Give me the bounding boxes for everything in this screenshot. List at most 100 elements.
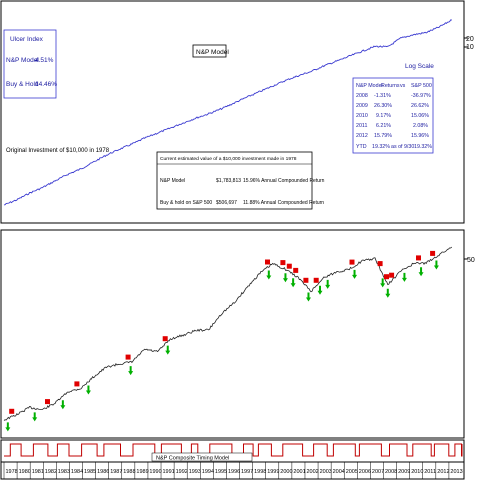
ulcer-title: Ulcer Index	[10, 36, 44, 43]
x-tick-label: 1986	[97, 469, 109, 475]
sell-signal-marker	[45, 399, 50, 405]
sell-signal-marker	[9, 408, 15, 414]
timing-label: N&P Composite Timing Model	[156, 456, 229, 462]
returns-year: 2009	[356, 103, 368, 109]
model-equity-line	[3, 19, 452, 206]
returns-sp: 15.96%	[411, 133, 429, 139]
x-tick-label: 2000	[280, 469, 292, 475]
bottom-panel-frame	[0, 229, 465, 439]
sell-signal-marker	[293, 267, 299, 273]
value-table: Current estimated value of a $10,000 inv…	[156, 151, 325, 210]
sell-signal-marker	[313, 277, 319, 283]
buy-signal-marker	[352, 269, 358, 279]
x-tick-label: 1985	[84, 469, 96, 475]
value-table-title: Current estimated value of a $10,000 inv…	[160, 156, 297, 162]
x-tick-label: 1980	[19, 469, 31, 475]
x-tick-label: 1994	[202, 469, 214, 475]
returns-model: 15.79%	[374, 133, 392, 139]
value-cagr: 11.88% Annual Compounded Return	[243, 200, 324, 206]
x-tick-label: 1990	[149, 469, 161, 475]
x-tick-label: 2005	[346, 469, 358, 475]
x-tick-label: 2001	[293, 469, 305, 475]
ulcer-index-box: Ulcer Index N&P Model 4.51% Buy & Hold 1…	[3, 29, 57, 99]
returns-year: YTD	[356, 144, 367, 150]
x-tick-label: 2003	[320, 469, 332, 475]
returns-table: N&P Model Returns vs S&P 500 2008 -1.31%…	[352, 77, 434, 154]
sell-signal-marker	[162, 336, 168, 342]
x-tick-label: 1993	[189, 469, 201, 475]
x-tick-label: 1988	[123, 469, 135, 475]
ulcer-bh-value: 14.46%	[35, 81, 57, 88]
x-tick-label: 2009	[398, 469, 410, 475]
buy-signal-marker	[380, 278, 386, 288]
buy-signal-marker	[385, 288, 391, 298]
sell-signal-marker	[349, 259, 355, 265]
x-tick-label: 1984	[71, 469, 83, 475]
x-tick-label: 1983	[58, 469, 70, 475]
returns-row: 2009 26.30% 26.62%	[356, 103, 429, 109]
x-tick-label: 2007	[372, 469, 384, 475]
x-tick-label: 2002	[307, 469, 319, 475]
returns-sp: 15.06%	[411, 113, 429, 119]
value-cagr: 15.96% Annual Compounded Return	[243, 178, 325, 184]
buy-signal-marker	[266, 270, 272, 280]
sell-signal-marker	[303, 277, 309, 283]
x-tick-label: 1997	[241, 469, 253, 475]
x-tick-label: 1999	[267, 469, 279, 475]
buy-signal-marker	[305, 292, 311, 302]
returns-row: 2008 -1.31% -36.97%	[356, 93, 431, 99]
x-tick-label: 1978	[6, 469, 18, 475]
value-row: N&P Model $1,783,813 15.96% Annual Compo…	[160, 178, 325, 184]
x-tick-label: 2008	[385, 469, 397, 475]
value-amount: $1,783,813	[216, 178, 241, 184]
sell-signal-marker	[286, 263, 292, 269]
x-axis-frame	[0, 461, 465, 480]
value-row: Buy & hold on S&P 500 $506,697 11.88% An…	[160, 200, 324, 206]
returns-year: 2008	[356, 93, 368, 99]
value-amount: $506,697	[216, 200, 237, 206]
sell-signal-marker	[125, 354, 131, 360]
returns-note: as of 9/30	[391, 144, 414, 150]
returns-year: 2012	[356, 133, 368, 139]
ulcer-model-value: 4.51%	[35, 57, 54, 64]
returns-row: 2010 9.17% 15.06%	[356, 113, 429, 119]
sell-signal-marker	[74, 381, 80, 387]
chart-title-box: N&P Model	[192, 44, 229, 58]
x-tick-label: 1992	[176, 469, 188, 475]
top-y-tick-10: 10	[466, 44, 474, 51]
ulcer-bh-label: Buy & Hold	[6, 81, 39, 88]
returns-header-vs: vs	[400, 83, 406, 89]
log-scale-label: Log Scale	[405, 63, 434, 70]
x-tick-label: 2004	[333, 469, 345, 475]
returns-header-sp: S&P 500	[411, 83, 432, 89]
buy-signal-marker	[401, 272, 407, 282]
returns-year: 2011	[356, 123, 367, 129]
sell-signal-marker	[377, 261, 383, 267]
buy-signal-marker	[128, 366, 134, 376]
returns-year: 2010	[356, 113, 368, 119]
buy-signal-marker	[165, 345, 171, 355]
sell-signal-marker	[280, 260, 286, 266]
buy-signal-marker	[32, 412, 38, 422]
x-axis: 1978 1980 1981 1982 1983 1984 1985 1986 1987 1988…	[3, 462, 463, 479]
buy-signal-marker	[290, 278, 296, 288]
returns-sp: 2.08%	[413, 123, 428, 129]
sell-signal-marker	[430, 250, 436, 256]
x-tick-label: 1982	[45, 469, 57, 475]
timing-label-box: N&P Composite Timing Model	[151, 452, 253, 462]
sell-signal-marker	[389, 272, 395, 278]
returns-sp: 26.62%	[411, 103, 429, 109]
sp500-index-line	[3, 246, 453, 421]
original-investment-label: Original Investment of $10,000 in 1978	[6, 148, 110, 154]
x-tick-label: 1998	[254, 469, 266, 475]
x-tick-label: 1996	[228, 469, 240, 475]
returns-header-returns: Returns	[381, 83, 400, 89]
x-tick-label: 2012	[437, 469, 449, 475]
buy-signal-marker	[282, 273, 288, 283]
sell-signal-marker	[384, 274, 389, 280]
returns-header-model: N&P Model	[356, 83, 383, 89]
x-tick-label: 1991	[163, 469, 175, 475]
sell-signal-marker	[416, 255, 421, 261]
returns-row: 2012 15.79% 15.96%	[356, 133, 429, 139]
